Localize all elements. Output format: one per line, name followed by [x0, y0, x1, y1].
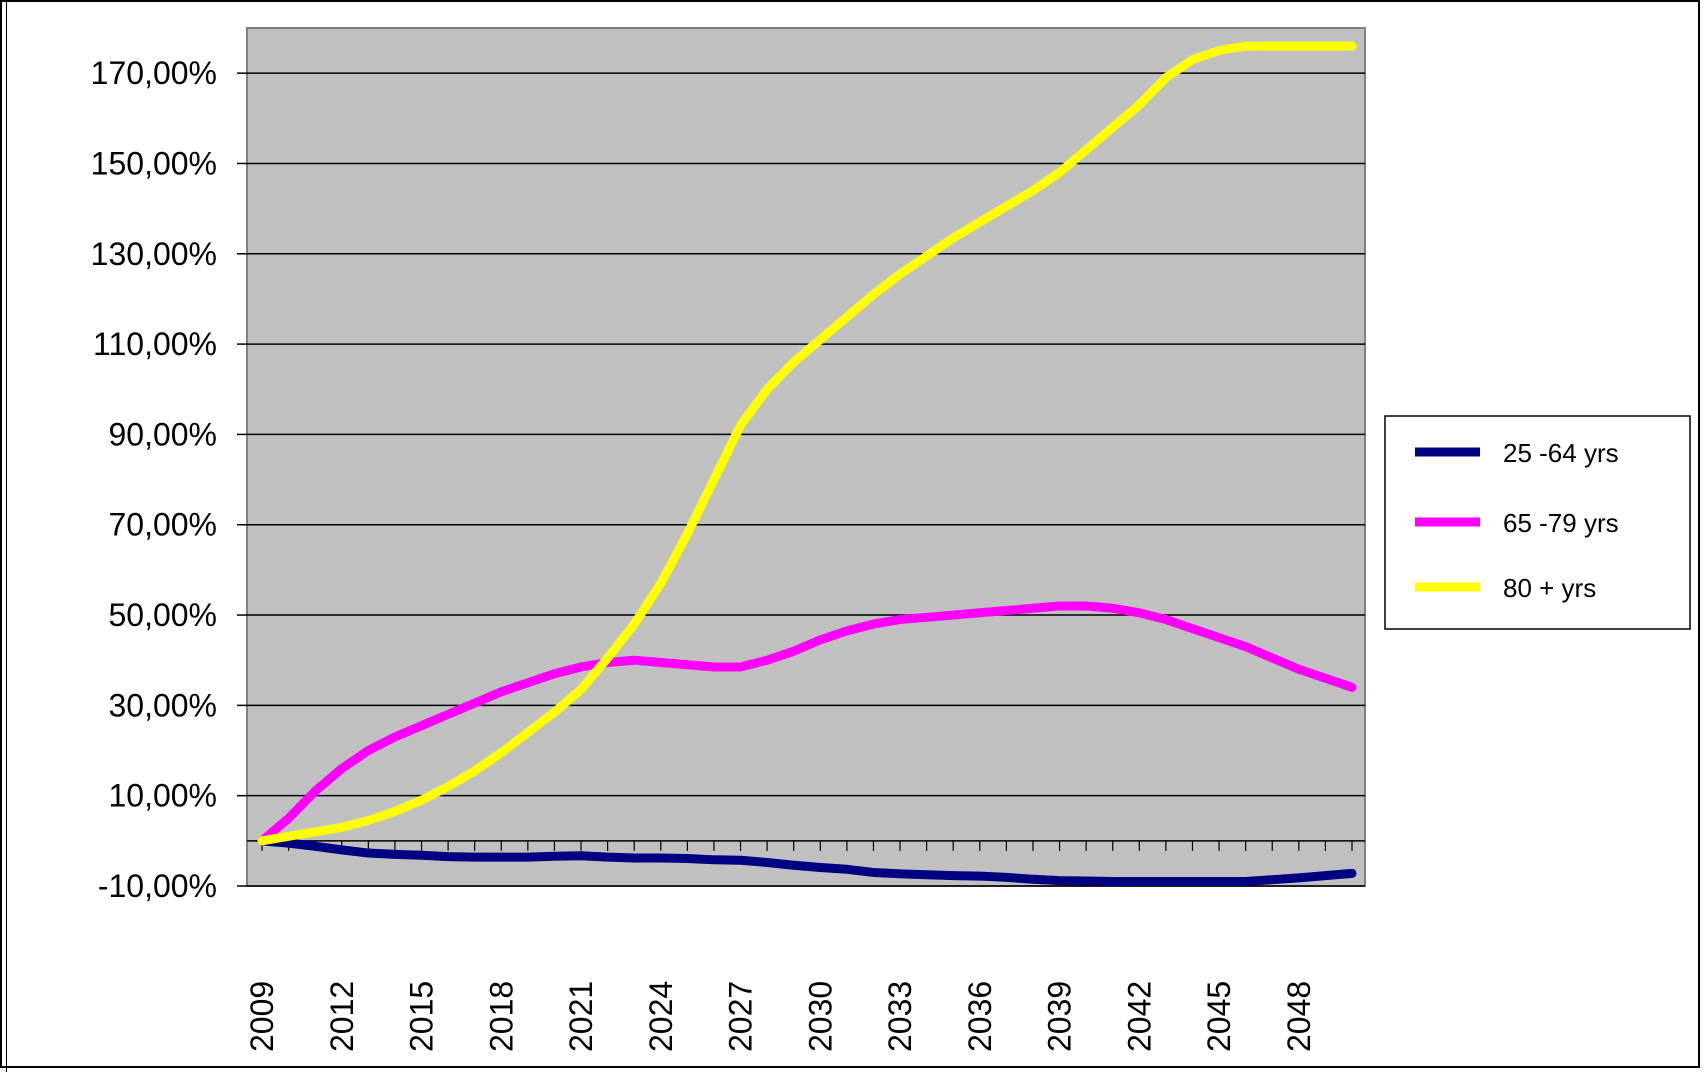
legend: 25 -64 yrs 65 -79 yrs 80 + yrs — [1384, 415, 1691, 630]
series-line — [257, 41, 1357, 846]
x-tick-label: 2015 — [404, 981, 440, 1052]
series-lines — [257, 41, 1357, 886]
x-tick-label: 2012 — [324, 981, 360, 1052]
y-tick-label: 110,00% — [93, 326, 217, 362]
legend-label: 65 -79 yrs — [1503, 508, 1619, 538]
x-tick-label: 2033 — [882, 981, 918, 1052]
x-tick-label: 2042 — [1121, 981, 1157, 1052]
x-tick-label: 2024 — [643, 981, 679, 1052]
plot-area — [246, 27, 1366, 887]
y-tick-label: 170,00% — [91, 55, 217, 91]
legend-label: 25 -64 yrs — [1503, 438, 1619, 468]
y-tick-label: 130,00% — [91, 236, 217, 272]
y-tick-label: 90,00% — [108, 416, 217, 452]
legend-label: 80 + yrs — [1503, 573, 1596, 603]
x-tick-label: 2030 — [802, 981, 838, 1052]
chart-frame-inner-border — [6, 0, 1700, 1072]
x-tick-label: 2009 — [244, 981, 280, 1052]
y-tick-label: 150,00% — [91, 145, 217, 181]
series-line — [257, 836, 1357, 886]
x-tick-label: 2018 — [483, 981, 519, 1052]
y-tick-label: 10,00% — [108, 778, 217, 814]
y-tick-label: 50,00% — [108, 597, 217, 633]
y-tick-label: 30,00% — [108, 687, 217, 723]
x-tick-label: 2021 — [563, 981, 599, 1052]
x-tick-label: 2039 — [1042, 981, 1078, 1052]
gridlines — [237, 72, 1365, 887]
x-tick-label: 2027 — [723, 981, 759, 1052]
x-tick-label: 2048 — [1281, 981, 1317, 1052]
y-tick-label: -10,00% — [98, 868, 217, 904]
x-axis-tick-labels: 2009 2012 2015 2018 2021 2024 2027 2030 2033 2036… — [244, 981, 1317, 1052]
x-tick-label: 2036 — [962, 981, 998, 1052]
series-line — [257, 601, 1357, 846]
y-axis-tick-labels: 170,00% 150,00% 130,00% 110,00% 90,00% 70,00%… — [91, 55, 217, 904]
y-tick-label: 70,00% — [108, 507, 217, 543]
x-tick-label: 2045 — [1201, 981, 1237, 1052]
